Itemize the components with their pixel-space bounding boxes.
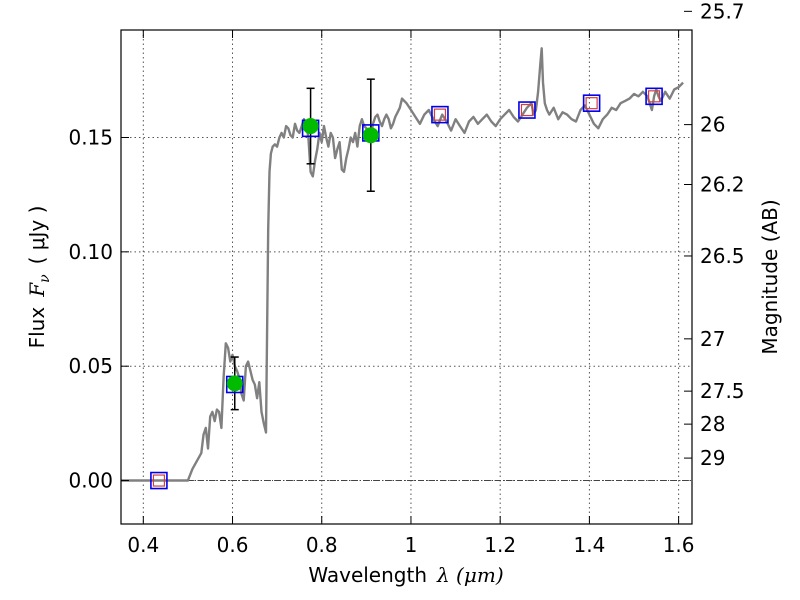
x-tick-label: 1.6 [663, 533, 695, 557]
observed-point [302, 118, 319, 135]
plot-frame [120, 29, 693, 525]
y2-tick-label: 27.5 [700, 379, 745, 403]
observed-point [362, 127, 379, 144]
upper-limit-point [647, 90, 661, 103]
x-tick-label: 0.6 [217, 533, 249, 557]
model-square-point [582, 94, 601, 112]
y2-axis-ticks: 25.7 26 26.2 26.5 27 27.5 28 29 [684, 0, 745, 470]
observed-point [226, 375, 243, 392]
y-axis-label: FluxFν( μJy ) [25, 206, 53, 349]
model-square-point [431, 105, 449, 124]
y-axis-ticks: 0.00 0.05 0.10 0.15 [68, 125, 129, 493]
x-tick-label: 0.8 [306, 533, 338, 557]
x-axis-label: Wavelength λ (μm) [308, 563, 503, 587]
y2-axis-label: Magnitude (AB) [758, 199, 782, 354]
model-spectrum-line [121, 47, 684, 482]
x-tick-label: 0.4 [127, 533, 159, 557]
y-tick-label: 0.05 [68, 354, 113, 378]
upper-limit-point [433, 108, 447, 121]
model-square-point [518, 101, 536, 119]
y-tick-label: 0.15 [68, 125, 113, 149]
model-square-point [645, 87, 663, 106]
upper-limit-point [585, 97, 598, 110]
model-square-point [150, 471, 168, 490]
y-tick-label: 0.10 [68, 240, 113, 264]
x-axis-ticks: 0.4 0.6 0.8 1 1.2 1.4 1.6 [127, 30, 695, 557]
y2-tick-label: 26 [700, 113, 725, 137]
y2-tick-label: 29 [700, 446, 725, 470]
y2-tick-label: 28 [700, 412, 725, 436]
y2-tick-label: 26.5 [700, 244, 745, 268]
y2-tick-label: 27 [700, 327, 725, 351]
y-tick-label: 0.00 [68, 469, 113, 493]
upper-limit-squares [152, 90, 661, 487]
x-tick-label: 1.4 [573, 533, 605, 557]
upper-limit-point [520, 103, 534, 117]
y2-tick-label: 25.7 [700, 0, 745, 23]
y2-tick-label: 26.2 [700, 172, 745, 196]
observed-points [226, 118, 379, 392]
x-tick-label: 1 [405, 533, 418, 557]
upper-limit-point [152, 474, 166, 487]
x-tick-label: 1.2 [484, 533, 516, 557]
model-squares [150, 87, 663, 490]
